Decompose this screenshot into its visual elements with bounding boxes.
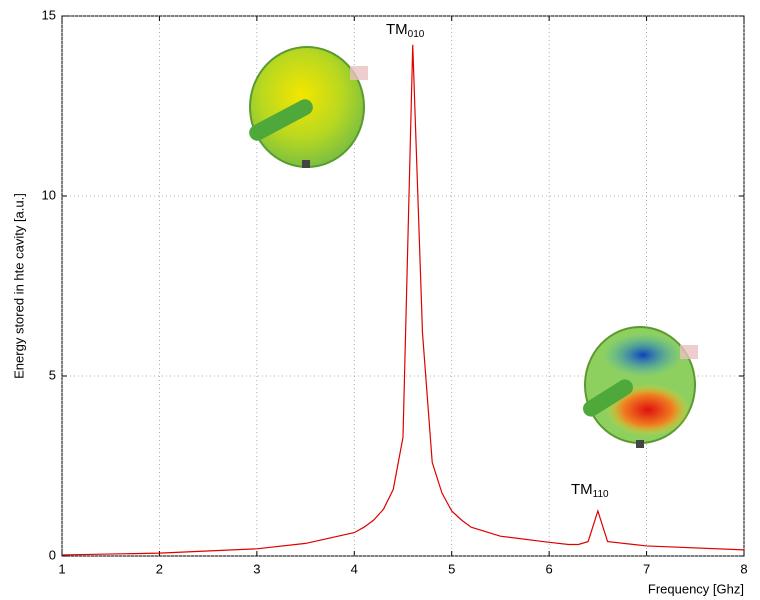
y-axis-label: Energy stored in hte cavity [a.u.] — [11, 193, 26, 379]
x-tick-label: 7 — [643, 561, 650, 576]
annotation-text: TM — [571, 481, 593, 498]
y-tick-label: 5 — [49, 367, 56, 382]
annotation: TM110 — [571, 481, 609, 500]
annotation-subscript: 110 — [593, 489, 609, 500]
x-tick-label: 4 — [351, 561, 358, 576]
cavity-illustration — [249, 46, 368, 168]
plot-area — [61, 15, 745, 557]
y-tick-label: 10 — [42, 187, 56, 202]
x-tick-label: 5 — [448, 561, 455, 576]
line-series — [61, 44, 745, 556]
x-axis-label: Frequency [Ghz] — [648, 581, 744, 596]
y-tick-label: 0 — [49, 547, 56, 562]
annotation-subscript: 010 — [408, 29, 425, 40]
annotation-text: TM — [386, 21, 408, 38]
annotation: TM010 — [386, 21, 425, 40]
y-tick-label: 15 — [42, 7, 56, 22]
grid: 1 2 3 4 5 6 7 8 0 5 10 15 — [42, 7, 748, 576]
cavity-illustration — [583, 326, 698, 448]
x-tick-label: 2 — [156, 561, 163, 576]
x-tick-label: 8 — [740, 561, 747, 576]
x-tick-label: 1 — [58, 561, 65, 576]
x-tick-label: 6 — [546, 561, 553, 576]
x-tick-label: 3 — [253, 561, 260, 576]
